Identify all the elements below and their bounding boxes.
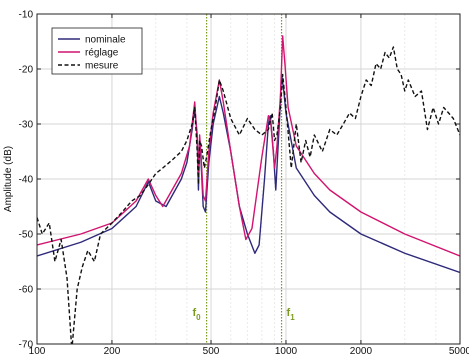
- y-tick-label: -50: [19, 230, 34, 241]
- y-tick-label: -20: [19, 65, 34, 76]
- legend-label: réglage: [85, 48, 119, 59]
- marker-label-sub: 0: [196, 313, 201, 322]
- y-tick-label: -60: [19, 285, 34, 296]
- x-tick-label: 5000: [449, 346, 469, 357]
- y-tick-label: -40: [19, 175, 34, 186]
- x-tick-label: 1000: [275, 346, 298, 357]
- y-tick-label: -70: [19, 340, 34, 351]
- y-axis-label: Amplitude (dB): [3, 146, 14, 212]
- legend-label: nominale: [85, 35, 126, 46]
- x-tick-label: 500: [203, 346, 220, 357]
- y-tick-label: -30: [19, 120, 34, 131]
- x-tick-label: 2000: [350, 346, 373, 357]
- y-tick-label: -10: [19, 10, 34, 21]
- legend: nominale réglage mesure: [52, 28, 142, 74]
- x-tick-label: 200: [104, 346, 121, 357]
- marker-label-sub: 1: [290, 313, 295, 322]
- legend-label: mesure: [85, 61, 119, 72]
